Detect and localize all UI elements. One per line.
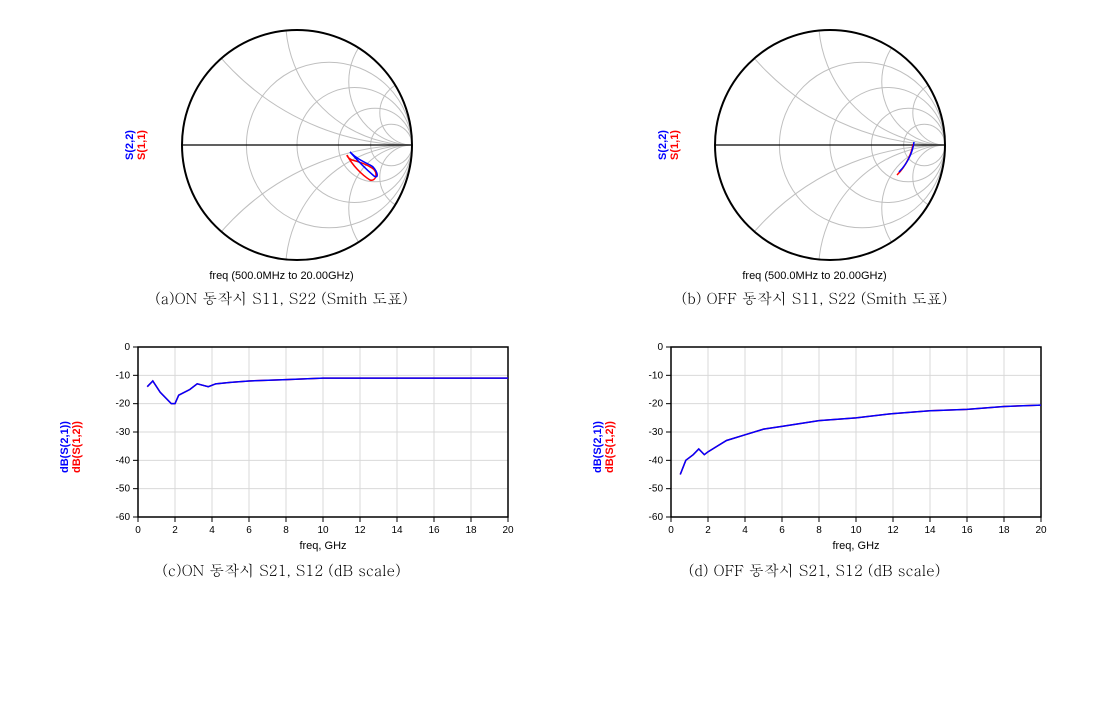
svg-text:12: 12 [888, 525, 900, 536]
smith-on-wrap: S(2,2) S(1,1) [121, 20, 443, 270]
line-chart-on: 0 -10 -20 -30 -40 -50 -60 0 2 4 6 8 10 12 14 16 18 20 freq… [98, 339, 518, 554]
svg-text:-40: -40 [649, 455, 664, 466]
svg-text:-20: -20 [116, 399, 131, 410]
caption-c: (c)ON 동작시 S21, S12 (dB scale) [162, 560, 401, 581]
svg-text:freq, GHz: freq, GHz [833, 540, 880, 552]
line-off-wrap: dB(S(2,1)) dB(S(1,2)) 0 -10 -20 -30 -40 -50 -6… [578, 339, 1052, 554]
panel-b: S(2,2) S(1,1) freq (500.0MHz to 20.00GHz… [553, 20, 1076, 309]
label-s11: S(1,1) [136, 130, 148, 160]
svg-text:freq, GHz: freq, GHz [300, 540, 347, 552]
svg-text:0: 0 [669, 525, 675, 536]
smith-on-ylabel-group: S(2,2) S(1,1) [124, 130, 148, 160]
svg-text:4: 4 [210, 525, 216, 536]
label-s12-d: dB(S(1,2)) [603, 421, 615, 473]
svg-text:-30: -30 [116, 427, 131, 438]
label-s22-b: S(2,2) [657, 130, 669, 160]
caption-b: (b) OFF 동작시 S11, S22 (Smith 도표) [682, 288, 948, 309]
line-chart-off: 0 -10 -20 -30 -40 -50 -60 0 2 4 6 8 10 12 14 16 18 20 freq… [631, 339, 1051, 554]
caption-a: (a)ON 동작시 S11, S22 (Smith 도표) [155, 288, 408, 309]
svg-text:18: 18 [466, 525, 478, 536]
svg-text:14: 14 [392, 525, 404, 536]
line-off-ylabel-group: dB(S(2,1)) dB(S(1,2)) [591, 421, 615, 473]
smith-off-ylabels: S(2,2) S(1,1) [654, 30, 684, 260]
svg-text:16: 16 [429, 525, 441, 536]
line-off-ylabels: dB(S(2,1)) dB(S(1,2)) [578, 362, 630, 532]
smith-chart-off [685, 20, 975, 270]
panel-d: dB(S(2,1)) dB(S(1,2)) 0 -10 -20 -30 -40 -50 -6… [553, 339, 1076, 581]
caption-d: (d) OFF 동작시 S21, S12 (dB scale) [689, 560, 941, 581]
svg-text:4: 4 [743, 525, 749, 536]
svg-text:-60: -60 [649, 512, 664, 523]
svg-text:10: 10 [318, 525, 330, 536]
svg-text:0: 0 [658, 342, 664, 353]
label-s22: S(2,2) [124, 130, 136, 160]
label-s11-b: S(1,1) [669, 130, 681, 160]
label-s12: dB(S(1,2)) [70, 421, 82, 473]
svg-text:0: 0 [136, 525, 142, 536]
svg-text:-40: -40 [116, 455, 131, 466]
svg-text:-30: -30 [649, 427, 664, 438]
svg-text:-10: -10 [116, 370, 131, 381]
svg-text:8: 8 [817, 525, 823, 536]
svg-text:20: 20 [1036, 525, 1048, 536]
svg-text:0: 0 [125, 342, 131, 353]
smith-off-wrap: S(2,2) S(1,1) [654, 20, 976, 270]
svg-text:16: 16 [962, 525, 974, 536]
svg-text:-50: -50 [649, 484, 664, 495]
label-s21-d: dB(S(2,1)) [591, 421, 603, 473]
svg-text:-50: -50 [116, 484, 131, 495]
smith-off-ylabel-group: S(2,2) S(1,1) [657, 130, 681, 160]
smith-chart-on [152, 20, 442, 270]
freq-caption-b: freq (500.0MHz to 20.00GHz) [742, 270, 886, 282]
svg-text:14: 14 [925, 525, 937, 536]
svg-text:20: 20 [503, 525, 515, 536]
panel-a: S(2,2) S(1,1) freq (500.0MHz to 20.00GHz… [20, 20, 543, 309]
freq-caption-a: freq (500.0MHz to 20.00GHz) [209, 270, 353, 282]
svg-text:-10: -10 [649, 370, 664, 381]
chart-grid: S(2,2) S(1,1) freq (500.0MHz to 20.00GHz… [20, 20, 1076, 581]
svg-text:10: 10 [851, 525, 863, 536]
svg-text:2: 2 [706, 525, 712, 536]
svg-text:8: 8 [284, 525, 290, 536]
svg-text:12: 12 [355, 525, 367, 536]
line-on-ylabel-group: dB(S(2,1)) dB(S(1,2)) [58, 421, 82, 473]
svg-text:6: 6 [780, 525, 786, 536]
svg-text:-20: -20 [649, 399, 664, 410]
svg-text:2: 2 [173, 525, 179, 536]
svg-text:18: 18 [999, 525, 1011, 536]
line-on-wrap: dB(S(2,1)) dB(S(1,2)) 0 -10 -20 -30 -40 -50 -6… [45, 339, 519, 554]
label-s21: dB(S(2,1)) [58, 421, 70, 473]
smith-on-ylabels: S(2,2) S(1,1) [121, 30, 151, 260]
svg-text:6: 6 [247, 525, 253, 536]
svg-text:-60: -60 [116, 512, 131, 523]
panel-c: dB(S(2,1)) dB(S(1,2)) 0 -10 -20 -30 -40 -50 -6… [20, 339, 543, 581]
line-on-ylabels: dB(S(2,1)) dB(S(1,2)) [45, 362, 97, 532]
